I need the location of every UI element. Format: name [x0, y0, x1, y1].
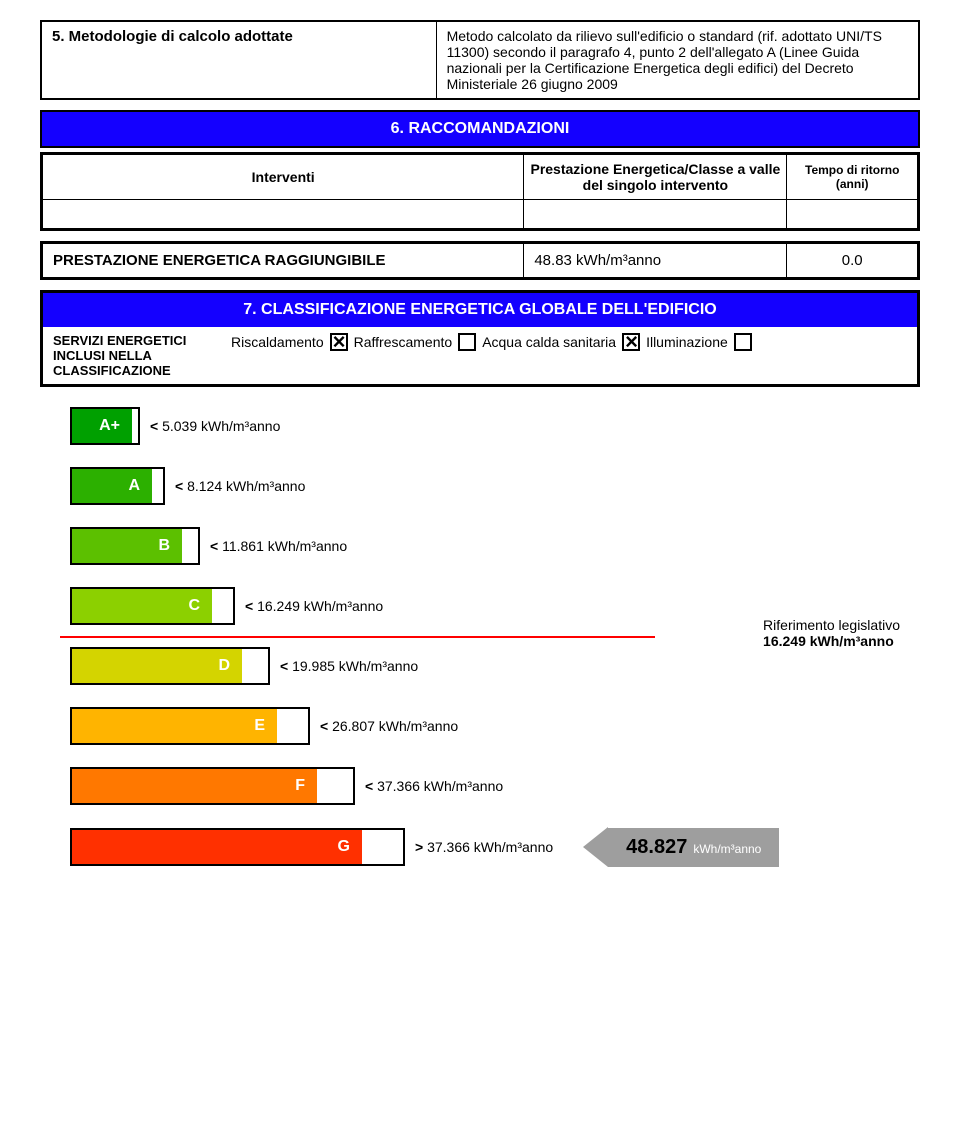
energy-class-threshold: < 16.249 kWh/m³anno: [245, 598, 383, 614]
energy-class-bar-E: E: [72, 709, 277, 743]
energy-class-row: B < 11.861 kWh/m³anno: [70, 527, 920, 565]
section-5-title: 5. Metodologie di calcolo adottate: [41, 21, 436, 99]
section-6-header: 6. RACCOMANDAZIONI: [40, 110, 920, 148]
section-5-table: 5. Metodologie di calcolo adottate Metod…: [40, 20, 920, 100]
reference-legislative: Riferimento legislativo16.249 kWh/m³anno: [763, 617, 900, 649]
energy-class-chart: A+ < 5.039 kWh/m³anno A < 8.124 kWh/m³anno B…: [40, 407, 920, 867]
service-checkbox: [734, 333, 752, 351]
service-item-label: Illuminazione: [646, 334, 728, 350]
section-7-header: 7. CLASSIFICAZIONE ENERGETICA GLOBALE DE…: [43, 293, 917, 327]
service-item-label: Riscaldamento: [231, 334, 324, 350]
energy-class-threshold: < 5.039 kWh/m³anno: [150, 418, 280, 434]
energy-class-row: D < 19.985 kWh/m³anno: [70, 647, 920, 685]
energy-class-bar-F: F: [72, 769, 317, 803]
prestazione-value: 48.83 kWh/m³anno: [524, 243, 787, 279]
section-7-container: 7. CLASSIFICAZIONE ENERGETICA GLOBALE DE…: [40, 290, 920, 387]
energy-class-threshold: < 37.366 kWh/m³anno: [365, 778, 503, 794]
current-value-badge: 48.827 kWh/m³anno: [583, 827, 779, 867]
recommendations-table: Interventi Prestazione Energetica/Classe…: [40, 152, 920, 231]
energy-class-threshold: < 8.124 kWh/m³anno: [175, 478, 305, 494]
rec-col-tempo: Tempo di ritorno (anni): [787, 154, 919, 200]
energy-class-bar-G: G: [72, 830, 362, 864]
energy-class-threshold: > 37.366 kWh/m³anno: [415, 839, 553, 855]
energy-class-row: G > 37.366 kWh/m³anno 48.827 kWh/m³anno: [70, 827, 920, 867]
prestazione-table: PRESTAZIONE ENERGETICA RAGGIUNGIBILE 48.…: [40, 241, 920, 280]
energy-class-row: E < 26.807 kWh/m³anno: [70, 707, 920, 745]
energy-class-bar-A: A: [72, 469, 152, 503]
rec-col-interventi: Interventi: [42, 154, 524, 200]
prestazione-num: 0.0: [787, 243, 919, 279]
prestazione-label: PRESTAZIONE ENERGETICA RAGGIUNGIBILE: [42, 243, 524, 279]
section-5-body: Metodo calcolato da rilievo sull'edifici…: [436, 21, 919, 99]
energy-class-row: A < 8.124 kWh/m³anno: [70, 467, 920, 505]
energy-class-threshold: < 11.861 kWh/m³anno: [210, 538, 347, 554]
services-items: Riscaldamento Raffrescamento Acqua calda s…: [231, 333, 907, 351]
service-checkbox: [330, 333, 348, 351]
energy-class-bar-A+: A+: [72, 409, 132, 443]
energy-class-bar-D: D: [72, 649, 242, 683]
services-label: SERVIZI ENERGETICI INCLUSI NELLA CLASSIF…: [53, 333, 223, 378]
service-item-label: Raffrescamento: [354, 334, 453, 350]
service-item-label: Acqua calda sanitaria: [482, 334, 616, 350]
service-checkbox: [622, 333, 640, 351]
energy-class-row: C< 16.249 kWh/m³annoRiferimento legislat…: [70, 587, 920, 625]
service-checkbox: [458, 333, 476, 351]
rec-col-prestazione: Prestazione Energetica/Classe a valle de…: [524, 154, 787, 200]
current-value: 48.827: [626, 836, 687, 858]
current-unit: kWh/m³anno: [693, 842, 761, 856]
energy-class-row: A+ < 5.039 kWh/m³anno: [70, 407, 920, 445]
energy-class-bar-B: B: [72, 529, 182, 563]
reference-line: [60, 636, 655, 638]
energy-class-row: F < 37.366 kWh/m³anno: [70, 767, 920, 805]
energy-class-bar-C: C: [72, 589, 212, 623]
energy-class-threshold: < 26.807 kWh/m³anno: [320, 718, 458, 734]
energy-class-threshold: < 19.985 kWh/m³anno: [280, 658, 418, 674]
